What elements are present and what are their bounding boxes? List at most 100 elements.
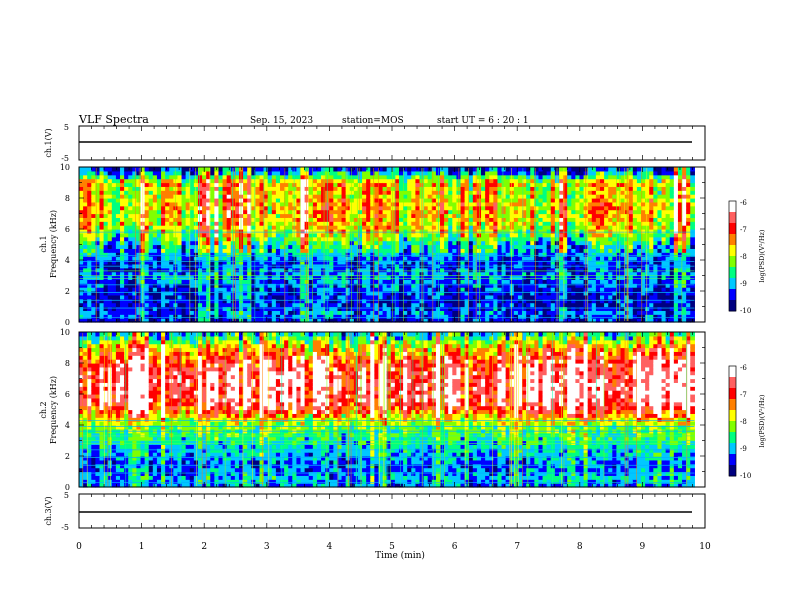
- spectrogram-cell: [378, 186, 384, 191]
- spectrogram-cell: [341, 275, 347, 280]
- spectrogram-cell: [316, 275, 322, 280]
- spectrogram-cell: [398, 229, 404, 234]
- spectrogram-cell: [107, 225, 113, 230]
- spectrogram-cell: [362, 287, 367, 292]
- spectrogram-cell: [99, 170, 105, 176]
- spectrogram-cell: [517, 310, 523, 315]
- spectrogram-cell: [448, 248, 453, 253]
- spectrogram-cell: [448, 229, 453, 234]
- spectrogram-cell: [181, 201, 187, 207]
- spectrogram-cell: [513, 209, 519, 215]
- spectrogram-cell: [489, 198, 494, 203]
- spectrogram-cell: [185, 287, 191, 292]
- spectrogram-cell: [374, 267, 380, 273]
- spectrogram-cell: [407, 248, 412, 253]
- spectrogram-cell: [206, 178, 211, 184]
- spectrogram-cell: [214, 287, 220, 292]
- spectrogram-cell: [206, 252, 211, 257]
- spectrogram-cell: [481, 310, 486, 315]
- spectrogram-cell: [271, 198, 277, 203]
- spectrogram-cell: [448, 221, 453, 226]
- spectrogram-cell: [390, 198, 396, 203]
- spectrogram-cell: [366, 298, 371, 304]
- spectrogram-cell: [226, 232, 232, 238]
- spectrogram-cell: [472, 174, 478, 180]
- spectrogram-cell: [534, 186, 540, 191]
- spectrogram-cell: [485, 318, 490, 323]
- spectrogram-cell: [489, 267, 494, 273]
- spectrogram-cell: [181, 186, 187, 191]
- spectrogram-cell: [403, 186, 408, 191]
- spectrogram-cell: [79, 240, 84, 246]
- spectrogram-cell: [452, 213, 458, 218]
- spectrogram-cell: [263, 252, 269, 257]
- spectrogram-cell: [193, 167, 199, 172]
- spectrogram-cell: [259, 174, 265, 180]
- spectrogram-cell: [481, 244, 486, 249]
- spectrogram-cell: [427, 287, 433, 292]
- spectrogram-cell: [271, 209, 277, 215]
- spectrogram-cell: [394, 256, 400, 261]
- spectrogram-cell: [87, 275, 92, 280]
- spectrogram-cell: [234, 298, 240, 304]
- spectrogram-cell: [423, 182, 429, 187]
- spectrogram-cell: [501, 275, 507, 280]
- spectrogram-cell: [452, 244, 458, 249]
- spectrogram-cell: [115, 182, 121, 187]
- spectrogram-cell: [91, 167, 97, 172]
- spectrogram-cell: [136, 167, 142, 172]
- spectrogram-cell: [398, 182, 404, 187]
- spectrogram-cell: [575, 294, 581, 300]
- spectrogram-cell: [448, 236, 453, 242]
- spectrogram-cell: [132, 174, 138, 180]
- spectrogram-cell: [267, 302, 273, 308]
- spectrogram-cell: [156, 186, 162, 191]
- spectrogram-cell: [169, 209, 174, 215]
- spectrogram-cell: [522, 275, 527, 280]
- spectrogram-cell: [353, 236, 359, 242]
- spectrogram-cell: [255, 310, 261, 315]
- spectrogram-cell: [571, 236, 576, 242]
- spectrogram-cell: [341, 190, 347, 195]
- spectrogram-cell: [267, 318, 273, 323]
- spectrogram-cell: [370, 186, 375, 191]
- spectrogram-cell: [144, 236, 150, 242]
- spectrogram-cell: [444, 252, 449, 257]
- spectrogram-cell: [99, 232, 105, 238]
- spectrogram-cell: [440, 232, 445, 238]
- spectrogram-cell: [226, 306, 232, 311]
- spectrogram-cell: [136, 174, 142, 180]
- spectrogram-cell: [161, 213, 166, 218]
- spectrogram-cell: [218, 225, 224, 230]
- spectrogram-cell: [161, 256, 166, 261]
- spectrogram-cell: [390, 275, 396, 280]
- spectrogram-cell: [546, 306, 552, 311]
- spectrogram-cell: [558, 182, 564, 187]
- spectrogram-cell: [386, 244, 392, 249]
- spectrogram-cell: [128, 186, 133, 191]
- spectrogram-cell: [329, 252, 334, 257]
- spectrogram-cell: [263, 302, 269, 308]
- spectrogram-cell: [152, 229, 158, 234]
- spectrogram-cell: [366, 260, 371, 265]
- spectrogram-cell: [148, 209, 154, 215]
- spectrogram-cell: [526, 275, 531, 280]
- spectrogram-cell: [444, 291, 449, 296]
- spectrogram-cell: [185, 279, 191, 284]
- spectrogram-cell: [87, 302, 92, 308]
- spectrogram-cell: [230, 225, 236, 230]
- spectrogram-cell: [550, 182, 556, 187]
- spectrogram-cell: [189, 194, 195, 199]
- spectrogram-cell: [288, 267, 293, 273]
- spectrogram-cell: [534, 248, 540, 253]
- spectrogram-cell: [185, 302, 191, 308]
- spectrogram-cell: [189, 306, 195, 311]
- spectrogram-cell: [444, 236, 449, 242]
- spectrogram-cell: [296, 260, 302, 265]
- spectrogram-cell: [509, 213, 515, 218]
- spectrogram-cell: [124, 167, 129, 172]
- spectrogram-cell: [394, 306, 400, 311]
- spectrogram-cell: [177, 283, 183, 288]
- spectrogram-cell: [234, 306, 240, 311]
- spectrogram-cell: [398, 213, 404, 218]
